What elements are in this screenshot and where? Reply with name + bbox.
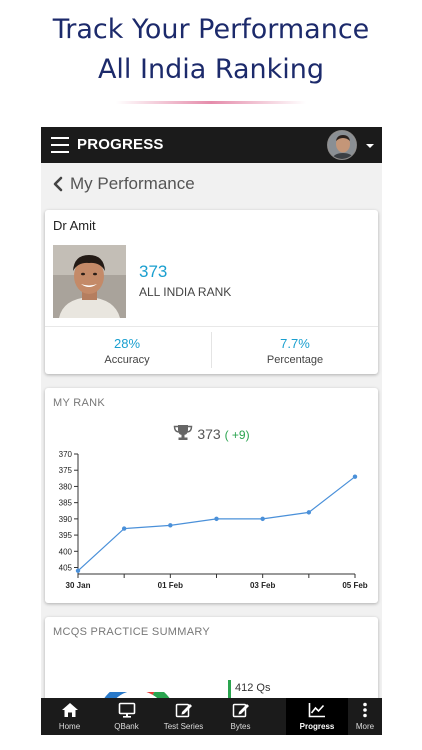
nav-progress[interactable]: Progress	[286, 698, 348, 735]
rank-headline: 373 ( +9)	[45, 424, 378, 442]
bottom-navigation: Home QBank Test Series Bytes	[41, 698, 382, 735]
x-tick-label: 03 Feb	[250, 581, 275, 590]
profile-card: Dr Amit 373 ALL INDIA RANK 28% Accuracy …	[45, 210, 378, 374]
x-tick-label: 05 Feb	[342, 581, 367, 590]
nav-more[interactable]: More	[348, 698, 382, 735]
rank-data-point	[352, 474, 358, 479]
mcq-summary-title: MCQS PRACTICE SUMMARY	[53, 626, 211, 638]
monitor-icon	[118, 702, 135, 718]
nav-test-series-label: Test Series	[163, 722, 204, 731]
my-rank-card: MY RANK 373 ( +9) 370 375 380 385 390 395 400 4…	[45, 388, 378, 603]
nav-home-label: Home	[58, 722, 81, 731]
home-icon	[61, 703, 78, 717]
y-tick-label: 390	[59, 515, 73, 524]
my-rank-title: MY RANK	[53, 397, 106, 409]
y-tick-label: 370	[59, 450, 73, 459]
promo-divider	[116, 101, 306, 104]
nav-progress-label: Progress	[299, 722, 335, 731]
x-tick-label: 01 Feb	[158, 581, 183, 590]
page-title: My Performance	[70, 174, 195, 193]
y-tick-label: 405	[59, 564, 73, 573]
promo-title: Track Your Performance All India Ranking	[0, 10, 422, 90]
percentage-label: Percentage	[266, 354, 324, 366]
rank-data-point	[75, 568, 81, 573]
rank-data-point	[306, 510, 312, 515]
rank-data-point	[121, 526, 127, 531]
mcq-count: 412 Qs	[228, 680, 270, 698]
edit-icon	[232, 703, 249, 718]
app-bar-title: PROGRESS	[77, 136, 164, 153]
y-tick-label: 380	[59, 482, 73, 491]
promo-line-1: Track Your Performance	[52, 14, 370, 45]
rank-data-point	[214, 516, 219, 522]
rank-delta: ( +9)	[224, 428, 250, 442]
app-screen: PROGRESS My Performance Dr Amit	[41, 127, 382, 735]
dropdown-caret-icon[interactable]	[366, 144, 374, 148]
x-tick-label: 30 Jan	[66, 581, 91, 590]
y-tick-label: 385	[59, 499, 73, 508]
y-tick-label: 395	[59, 531, 73, 540]
hamburger-icon[interactable]	[51, 137, 69, 153]
top-app-bar: PROGRESS	[41, 127, 382, 163]
user-name: Dr Amit	[53, 218, 96, 233]
trophy-icon	[174, 425, 193, 440]
page-header: My Performance	[41, 163, 382, 205]
percentage-value: 7.7%	[280, 336, 310, 351]
divider	[45, 326, 378, 327]
edit-icon	[175, 703, 192, 718]
nav-bytes-label: Bytes	[230, 722, 251, 731]
nav-more-label: More	[355, 722, 375, 731]
stat-separator	[211, 332, 212, 368]
accuracy-label: Accuracy	[104, 354, 150, 366]
all-india-rank-value: 373	[139, 262, 168, 281]
accuracy-value: 28%	[113, 336, 141, 351]
all-india-rank-label: ALL INDIA RANK	[139, 285, 232, 299]
avatar[interactable]	[327, 130, 357, 160]
chevron-left-icon[interactable]	[51, 176, 65, 192]
rank-line-chart: 370 375 380 385 390 395 400 405 30 Jan 01 Feb 03 F…	[59, 450, 368, 590]
rank-data-point	[168, 523, 173, 528]
nav-test-series[interactable]: Test Series	[155, 698, 212, 735]
rank-series-line	[77, 476, 356, 572]
nav-bytes[interactable]: Bytes	[212, 698, 269, 735]
nav-home[interactable]: Home	[41, 698, 98, 735]
rank-data-point	[260, 516, 265, 522]
nav-qbank[interactable]: QBank	[98, 698, 155, 735]
rank-current: 373	[197, 426, 221, 442]
y-tick-label: 375	[59, 466, 73, 475]
profile-photo	[53, 245, 126, 318]
y-tick-label: 400	[59, 547, 73, 556]
more-vertical-icon	[363, 702, 367, 718]
chart-icon	[308, 703, 325, 718]
nav-qbank-label: QBank	[114, 722, 139, 731]
promo-line-2: All India Ranking	[97, 54, 325, 85]
